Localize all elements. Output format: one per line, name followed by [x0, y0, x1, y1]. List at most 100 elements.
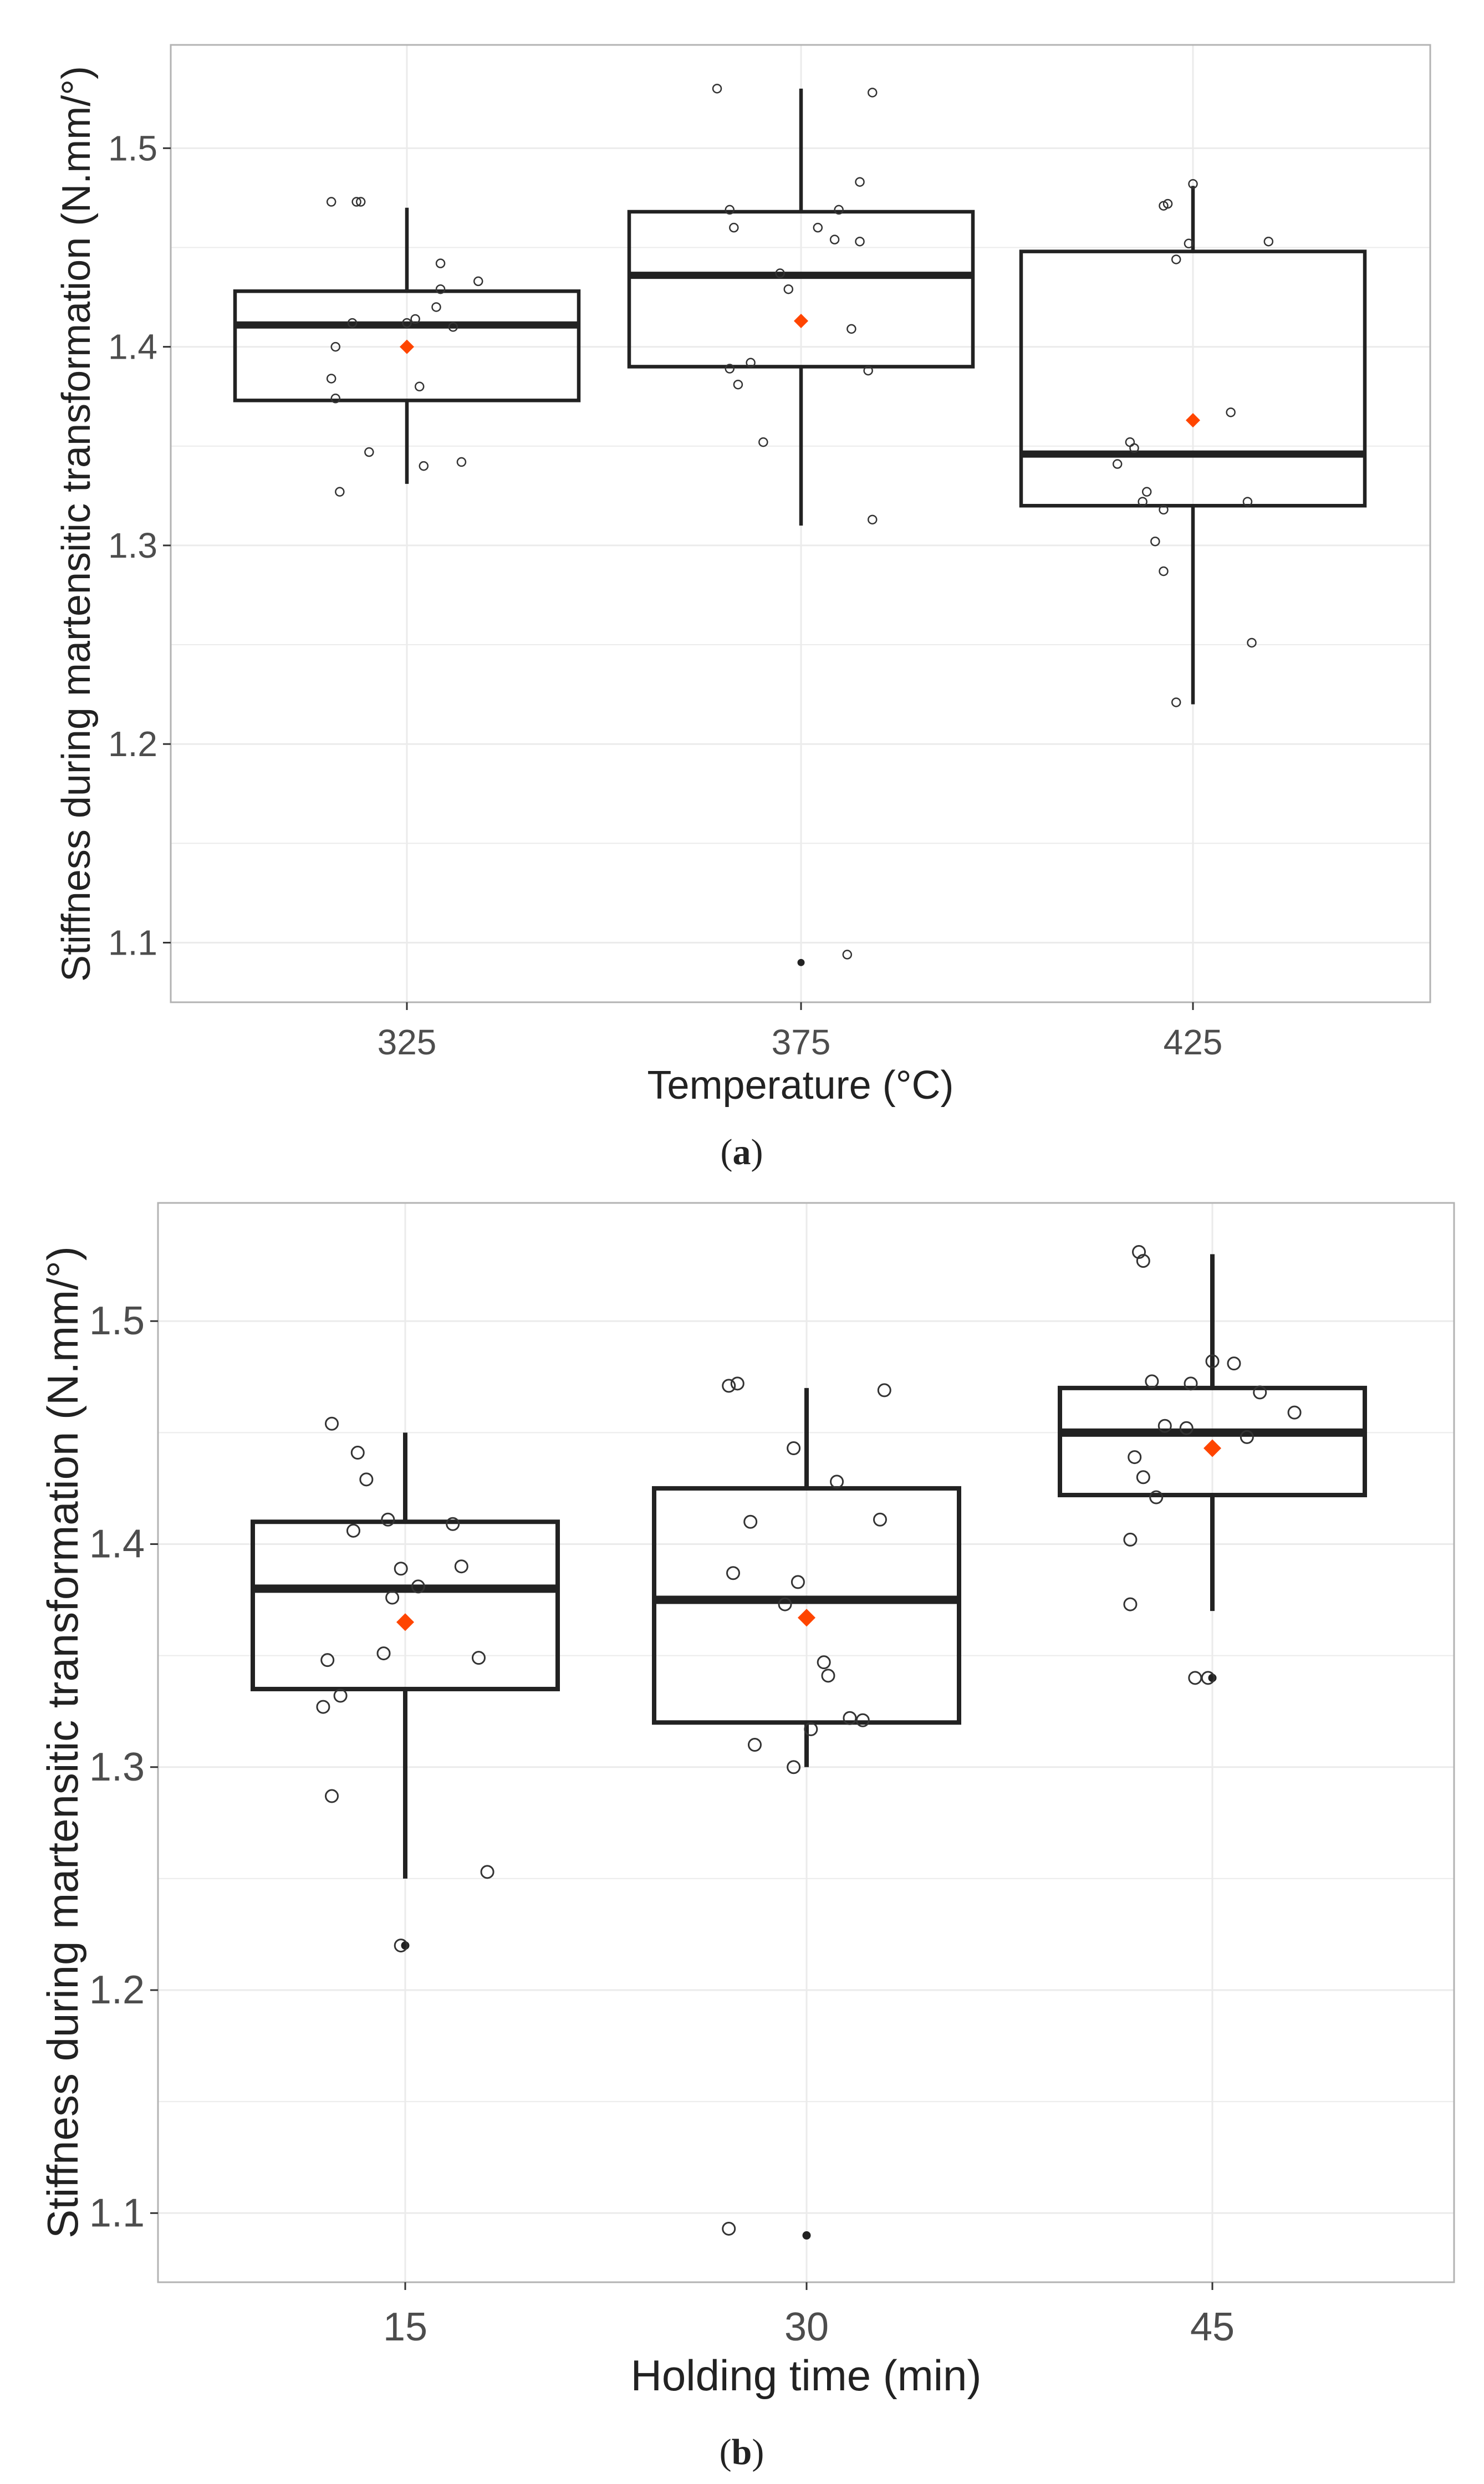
- chart-panel-b: 1.1 1.2 1.3 1.4 1.5 15 30 45 Holding time (min) S…: [38, 1202, 1455, 2472]
- data-point: [1240, 1430, 1254, 1444]
- y-tick-label: 1.2: [89, 1968, 145, 2012]
- data-point: [1205, 1354, 1220, 1369]
- data-point: [1150, 536, 1160, 547]
- figure-caption: (a): [721, 1132, 763, 1172]
- data-point: [813, 222, 823, 233]
- data-point: [385, 1590, 400, 1605]
- data-point: [747, 1738, 762, 1752]
- data-point: [846, 324, 856, 334]
- data-point: [454, 1559, 468, 1574]
- outlier-point: [1208, 1674, 1217, 1682]
- data-point: [1253, 1385, 1267, 1400]
- figure-caption: (b): [720, 2432, 764, 2472]
- data-point: [431, 302, 441, 312]
- data-point: [1123, 1532, 1138, 1547]
- outlier-point: [802, 2231, 811, 2240]
- y-tick-label: 1.3: [108, 526, 157, 565]
- data-point: [1184, 1376, 1198, 1391]
- box-group-375: [627, 88, 975, 966]
- box-iqr: [1058, 1385, 1367, 1497]
- data-point: [1125, 437, 1135, 447]
- x-tick-label: 45: [1190, 2305, 1235, 2349]
- data-point: [330, 394, 341, 404]
- outlier-point: [797, 958, 805, 966]
- box-group-15: [251, 1432, 560, 1950]
- outlier-point: [401, 1941, 410, 1950]
- caption-close-paren: ): [752, 2432, 764, 2472]
- data-point: [364, 447, 374, 457]
- caption-open-paren: (: [721, 1132, 733, 1172]
- data-point: [743, 1514, 758, 1529]
- data-point: [346, 1523, 360, 1538]
- data-point: [347, 318, 358, 328]
- data-point: [712, 84, 722, 94]
- y-tick-label: 1.2: [108, 724, 157, 764]
- mean-marker: [798, 1609, 815, 1627]
- data-point: [325, 1416, 339, 1431]
- data-point: [448, 322, 458, 332]
- data-point: [730, 1376, 744, 1391]
- data-point: [829, 234, 840, 244]
- data-point: [821, 1669, 835, 1683]
- data-point: [729, 222, 739, 233]
- mean-marker: [396, 1613, 414, 1631]
- data-point: [350, 1446, 365, 1460]
- mean-marker: [1186, 413, 1200, 428]
- data-point: [725, 205, 735, 215]
- data-point: [1171, 254, 1181, 264]
- data-point: [1159, 566, 1169, 577]
- data-point: [355, 197, 366, 207]
- data-point: [381, 1512, 395, 1527]
- data-point: [456, 457, 467, 467]
- box-iqr: [652, 1486, 961, 1725]
- mean-marker: [1203, 1439, 1221, 1457]
- data-point: [778, 1597, 792, 1611]
- y-axis-title: Stiffness during martensitic transformat…: [38, 1246, 87, 2238]
- box-group-30: [652, 1388, 961, 2240]
- x-axis-title: Holding time (min): [631, 2351, 982, 2400]
- data-point: [834, 205, 844, 215]
- x-axis-title: Temperature (°C): [647, 1063, 954, 1108]
- data-point: [867, 88, 878, 98]
- data-point: [435, 284, 446, 294]
- data-point: [817, 1655, 831, 1670]
- data-point: [725, 364, 735, 374]
- box-iqr: [233, 289, 581, 402]
- data-point: [435, 258, 446, 268]
- x-tick-label: 30: [784, 2305, 829, 2349]
- data-point: [1136, 1470, 1150, 1485]
- data-point: [830, 1475, 844, 1489]
- data-point: [1145, 1374, 1159, 1389]
- data-point: [1128, 1450, 1142, 1465]
- data-point: [722, 1379, 736, 1393]
- data-point: [419, 461, 429, 471]
- caption-letter: a: [733, 1132, 751, 1172]
- data-point: [843, 1711, 857, 1725]
- data-point: [351, 197, 361, 207]
- data-point: [783, 284, 794, 294]
- data-point: [333, 1689, 348, 1703]
- data-point: [1157, 1419, 1172, 1433]
- y-tick-label: 1.4: [89, 1522, 145, 1566]
- data-point: [394, 1562, 408, 1576]
- y-tick-label: 1.5: [89, 1299, 145, 1343]
- data-point: [1242, 497, 1253, 507]
- y-tick-label: 1.5: [108, 128, 157, 168]
- data-point: [1112, 459, 1123, 469]
- data-point: [867, 514, 878, 525]
- x-tick-label: 325: [378, 1022, 437, 1062]
- mean-marker: [794, 314, 808, 329]
- data-point: [787, 1760, 801, 1774]
- data-point: [758, 437, 768, 447]
- data-point: [410, 314, 420, 324]
- y-tick-label: 1.1: [89, 2191, 145, 2235]
- data-point: [414, 381, 425, 392]
- data-point: [1171, 697, 1181, 707]
- data-point: [1263, 236, 1274, 247]
- data-point: [1247, 637, 1257, 648]
- data-point: [325, 1789, 339, 1803]
- y-axis-title: Stiffness during martensitic transformat…: [54, 66, 99, 982]
- data-point: [402, 318, 412, 328]
- y-tick-label: 1.3: [89, 1745, 145, 1789]
